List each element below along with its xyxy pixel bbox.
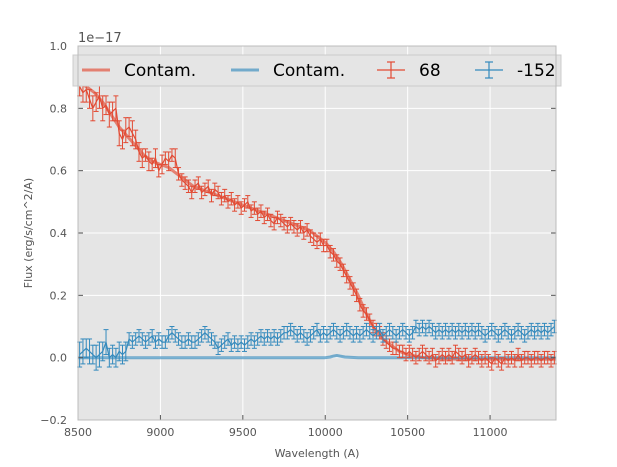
legend-entry-0-label: Contam. — [124, 61, 196, 81]
legend: Contam. Contam. 68 -152 — [72, 54, 562, 87]
x-tick-label: 10500 — [390, 426, 425, 439]
y-tick-label: 0.4 — [50, 227, 68, 240]
y-tick-label: 0.6 — [50, 165, 68, 178]
legend-entry-1-label: Contam. — [273, 61, 345, 81]
y-axis-label: Flux (erg/s/cm^2/A) — [22, 178, 35, 288]
series-layer — [77, 76, 557, 371]
x-tick-label: 10000 — [308, 426, 343, 439]
ticks: 8500 9000 9500 10000 10500 11000 −0.2 0.0 0.2 0.4… — [40, 40, 556, 439]
x-tick-label: 8500 — [64, 426, 92, 439]
y-tick-label: 0.8 — [50, 102, 68, 115]
x-tick-label: 9500 — [229, 426, 257, 439]
y-offset-text: 1e−17 — [78, 31, 122, 46]
x-axis-label: Wavelength (A) — [275, 447, 360, 460]
legend-entry-3-label: -152 — [517, 61, 556, 81]
legend-entry-2-label: 68 — [419, 61, 441, 81]
x-tick-label: 9000 — [146, 426, 174, 439]
plot-frame — [77, 45, 557, 421]
y-tick-label: 1.0 — [50, 40, 68, 53]
y-tick-label: 0.2 — [50, 289, 68, 302]
x-tick-label: 11000 — [473, 426, 508, 439]
y-tick-label: 0.0 — [50, 352, 68, 365]
y-tick-label: −0.2 — [40, 414, 67, 427]
